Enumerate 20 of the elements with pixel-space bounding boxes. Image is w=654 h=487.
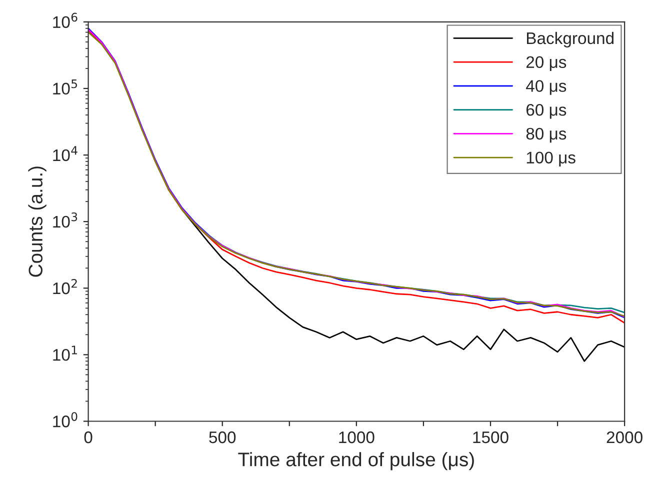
x-tick-label: 0	[84, 431, 92, 444]
legend-label: 20 μs	[526, 56, 566, 72]
x-tick-label: 1500	[473, 431, 508, 444]
legend-label: 100 μs	[526, 152, 576, 167]
x-axis-title: Time after end of pulse (μs)	[238, 452, 474, 470]
y-axis-title: Counts (a.u.)	[28, 166, 46, 277]
legend-label: 40 μs	[526, 80, 566, 95]
y-tick-label: 10$^{3}$	[53, 212, 78, 228]
legend-label: 80 μs	[526, 128, 566, 143]
legend-label: Background	[526, 32, 614, 48]
x-tick-label: 2000	[606, 431, 642, 444]
x-tick-label: 500	[209, 431, 236, 444]
y-tick-label: 10$^{4}$	[53, 146, 78, 162]
y-tick-label: 10$^{5}$	[53, 80, 78, 95]
legend-label: 60 μs	[526, 104, 566, 119]
x-tick-label: 1000	[339, 431, 374, 444]
y-tick-label: 10$^{1}$	[53, 346, 77, 361]
y-tick-label: 10$^{0}$	[53, 412, 78, 428]
y-tick-label: 10$^{6}$	[53, 12, 78, 28]
y-tick-label: 10$^{2}$	[53, 279, 77, 294]
